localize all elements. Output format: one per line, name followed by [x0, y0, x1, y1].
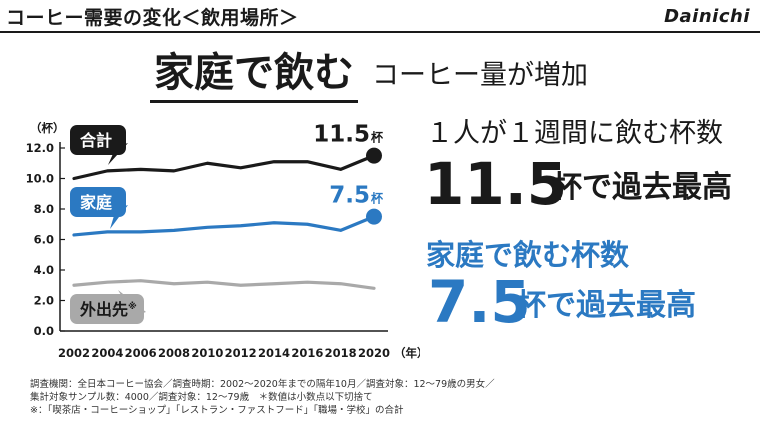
end-point-total: [366, 147, 382, 164]
legend-label-home: 家庭: [80, 193, 112, 212]
legend-badge-pointer: [108, 143, 128, 165]
legend-badge-bg: [70, 187, 126, 217]
series-line-outside: [72, 279, 376, 290]
x-tick-label: 2016: [291, 346, 323, 360]
end-label-total: 11.5: [313, 122, 370, 148]
legend-badge-bg: [70, 125, 126, 155]
y-tick-label: 4.0: [34, 263, 54, 277]
series-line-total: [72, 154, 376, 181]
weekly-cups-unit: 杯で過去最高: [552, 170, 732, 205]
headline-main: 家庭で飲む: [150, 46, 358, 103]
end-unit-total: 杯: [371, 130, 384, 145]
headline-sub: コーヒー量が増加: [372, 60, 588, 91]
x-tick-label: 2002: [58, 346, 90, 360]
end-unit-home: 杯: [371, 191, 384, 206]
home-cups-unit: 杯で過去最高: [516, 288, 696, 323]
weekly-cups-value: 11.5: [424, 150, 568, 218]
footnote: 調査機関：全日本コーヒー協会／調査時期：2002〜2020年までの隔年10月／調…: [30, 378, 495, 417]
line-chart: 0.02.04.06.08.010.012.0（杯）2002 2004 2006 20…: [26, 121, 420, 360]
end-point-home: [366, 208, 382, 225]
legend-badge-pointer: [110, 205, 128, 229]
legend-badge-home: 家庭: [70, 187, 128, 229]
x-tick-label: 2010: [191, 346, 223, 360]
y-tick-label: 8.0: [34, 202, 54, 216]
x-tick-label: 2008: [158, 346, 190, 360]
y-axis-label: （杯）: [30, 121, 65, 135]
y-tick-label: 6.0: [34, 233, 54, 247]
page-title: コーヒー需要の変化＜飲用場所＞: [6, 7, 299, 29]
x-tick-label: 2012: [225, 346, 257, 360]
y-tick-label: 2.0: [34, 294, 54, 308]
footnote-line-3: ※：「喫茶店・コーヒーショップ」「レストラン・ファストフード」「職場・学校」の合…: [30, 405, 404, 416]
home-cups-label: 家庭で飲む杯数: [426, 238, 630, 272]
brand-logo: Dainichi: [664, 6, 750, 27]
x-tick-label: 2006: [125, 346, 157, 360]
y-tick-label: 12.0: [26, 141, 54, 155]
header-divider: [0, 31, 760, 33]
legend-badge-pointer: [118, 290, 146, 316]
x-tick-label: 2014: [258, 346, 290, 360]
weekly-cups-label: １人が１週間に飲む杯数: [426, 118, 723, 149]
legend-badge-total: 合計: [70, 125, 128, 165]
legend-label-outside: 外出先※: [79, 300, 137, 319]
end-label-home: 7.5: [329, 183, 370, 209]
legend-label-total: 合計: [80, 131, 112, 150]
y-tick-label: 0.0: [34, 324, 54, 338]
footnote-line-1: 調査機関：全日本コーヒー協会／調査時期：2002〜2020年までの隔年10月／調…: [30, 379, 495, 390]
legend-label-note: ※: [128, 301, 137, 312]
x-axis-label: （年）: [394, 346, 420, 360]
y-tick-label: 10.0: [26, 172, 54, 186]
home-cups-value: 7.5: [428, 268, 531, 336]
footnote-line-2: 集計対象サンプル数：4000／調査対象：12〜79歳 ＊数値は小数点以下切捨て: [30, 392, 373, 403]
series-line-home: [72, 215, 376, 237]
legend-badge-outside: 外出先※: [70, 290, 146, 324]
x-tick-label: 2020: [358, 346, 390, 360]
x-tick-label: 2004: [91, 346, 123, 360]
x-tick-label: 2018: [325, 346, 357, 360]
